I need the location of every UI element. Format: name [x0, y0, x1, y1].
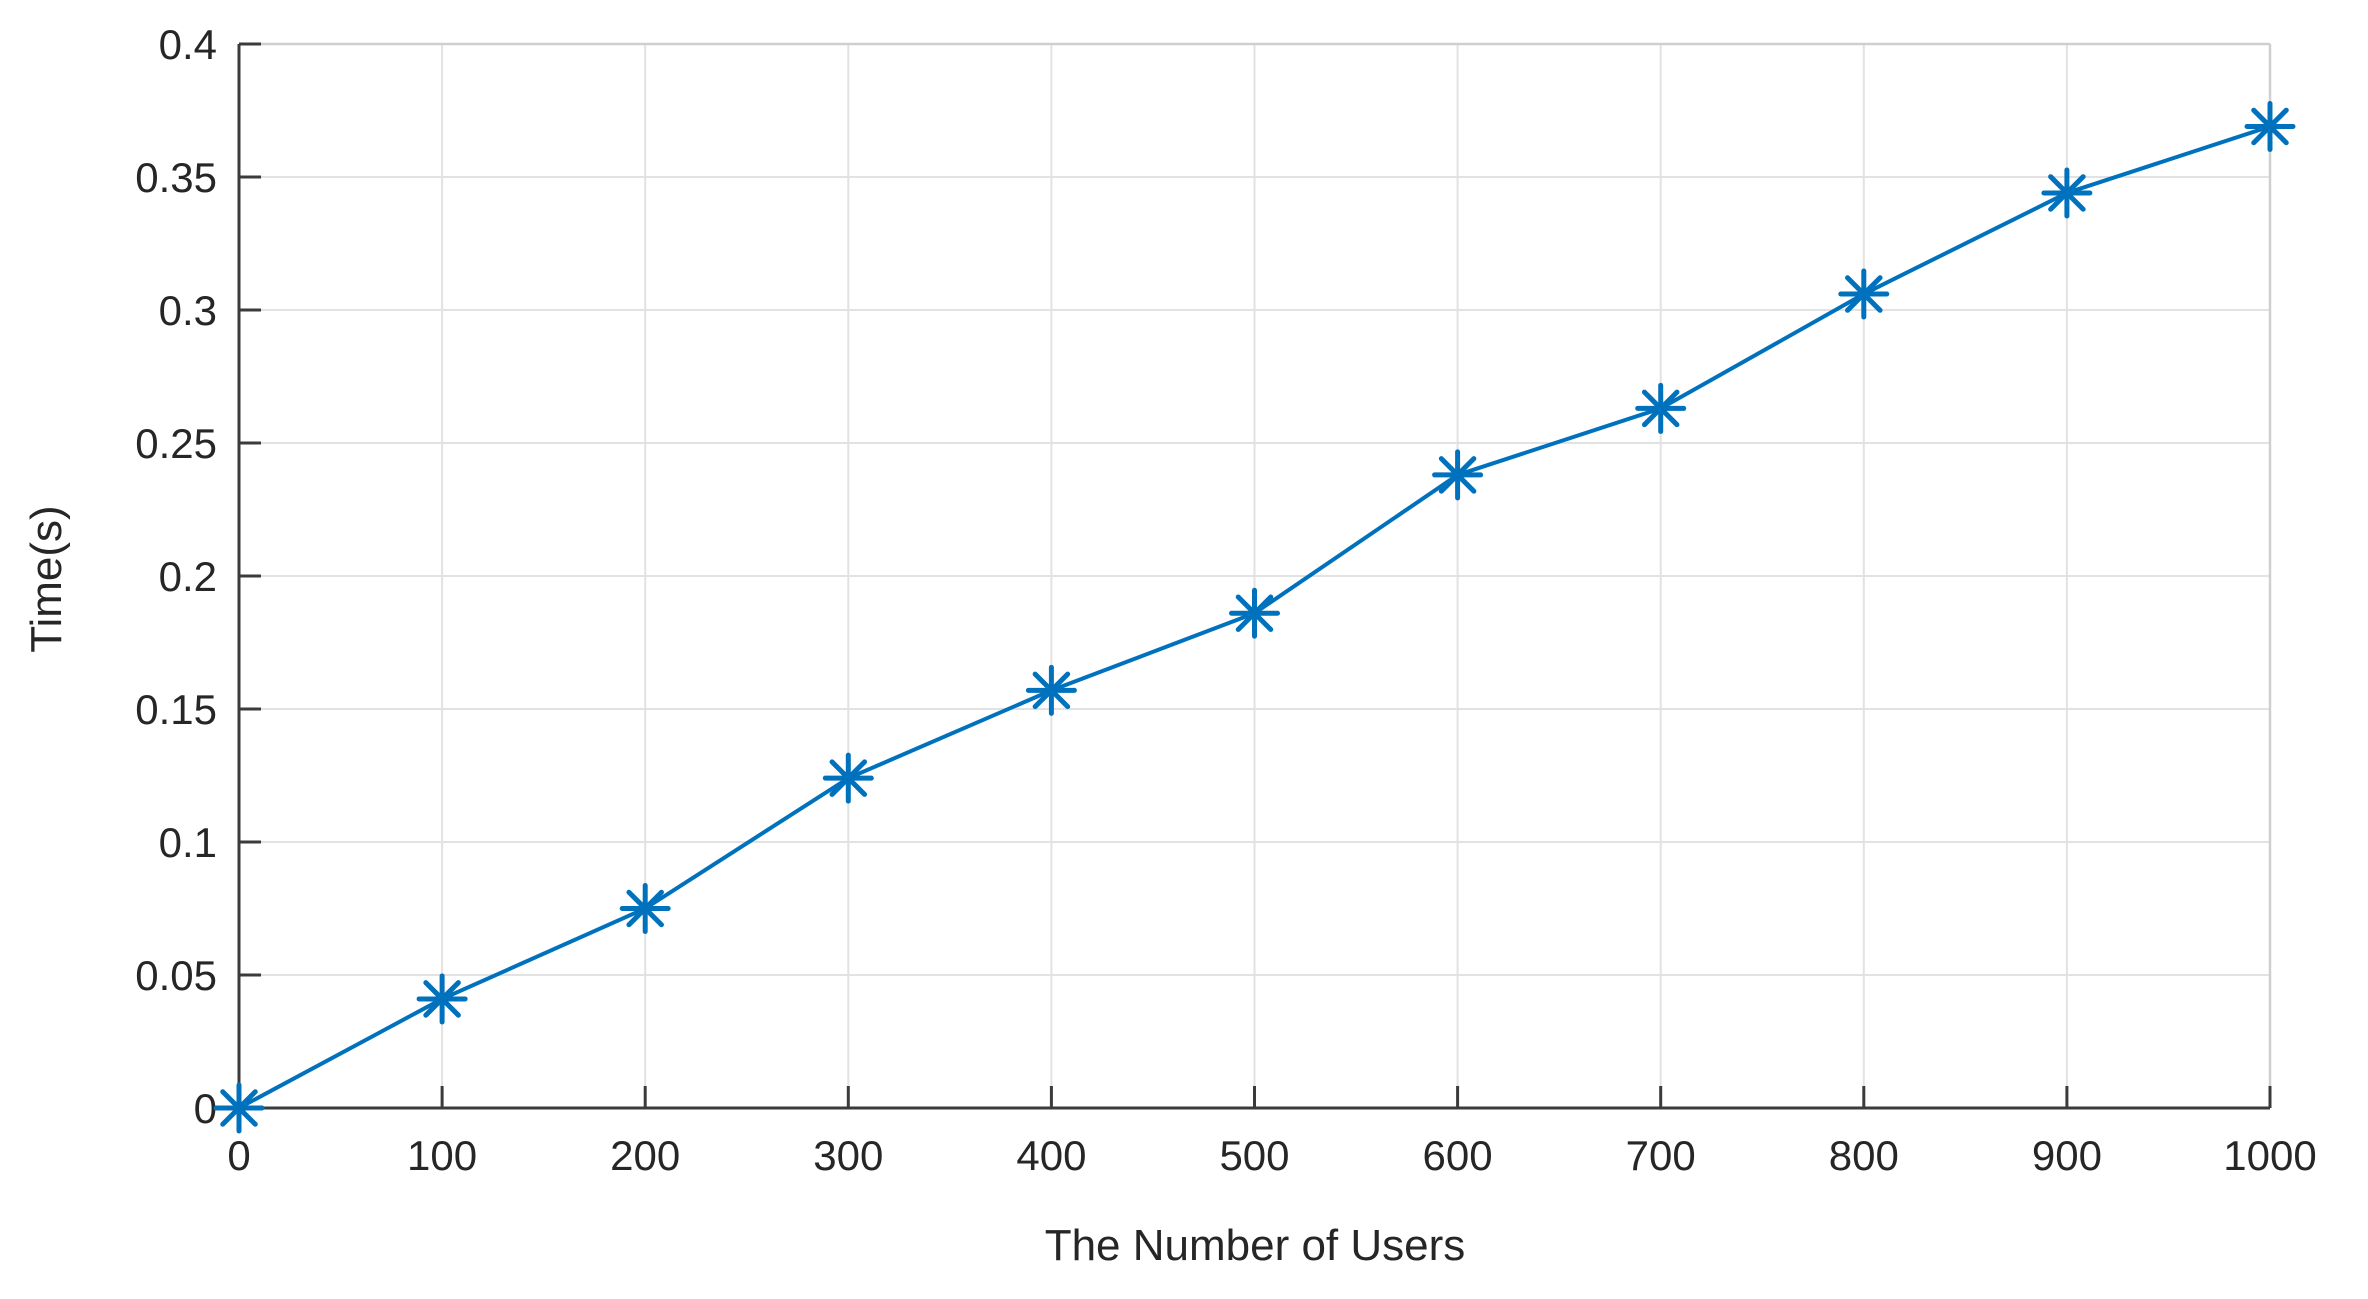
y-tick-label: 0.25 [135, 420, 217, 467]
marker-spoke [423, 980, 461, 1018]
y-tick-label: 0.35 [135, 154, 217, 201]
y-tick-label: 0 [194, 1085, 217, 1132]
data-point-marker [213, 1082, 265, 1134]
data-point-marker [822, 752, 874, 804]
y-tick-label: 0.2 [159, 553, 217, 600]
marker-spoke [2251, 107, 2289, 146]
y-axis-title: Time(s) [22, 505, 71, 653]
marker-spoke [1641, 389, 1680, 428]
data-point-marker [2041, 167, 2093, 219]
data-point-marker [1025, 664, 1077, 716]
data-point-marker [1229, 587, 1280, 639]
x-tick-label: 100 [407, 1132, 477, 1179]
marker-spoke [1845, 275, 1883, 313]
marker-spoke [829, 759, 868, 797]
data-point-marker [1432, 449, 1484, 501]
data-point-marker [1838, 268, 1890, 320]
marker-spoke [2048, 174, 2086, 212]
x-tick-label: 1000 [2223, 1132, 2316, 1179]
marker-spoke [626, 889, 664, 928]
data-point-marker [2244, 100, 2296, 152]
y-tick-label: 0.15 [135, 686, 217, 733]
x-tick-label: 900 [2032, 1132, 2102, 1179]
x-tick-label: 300 [813, 1132, 883, 1179]
y-tick-label: 0.4 [159, 21, 217, 68]
marker-spoke [220, 1089, 258, 1127]
y-tick-label: 0.05 [135, 952, 217, 999]
y-tick-label: 0.3 [159, 287, 217, 334]
data-point-marker [619, 883, 671, 934]
x-tick-label: 200 [610, 1132, 680, 1179]
x-tick-label: 600 [1423, 1132, 1493, 1179]
x-axis-title: The Number of Users [1044, 1221, 1466, 1270]
x-tick-label: 0 [227, 1132, 250, 1179]
marker-spoke [1235, 594, 1274, 633]
x-tick-label: 400 [1016, 1132, 1086, 1179]
marker-spoke [1032, 671, 1071, 710]
x-tick-label: 500 [1219, 1132, 1289, 1179]
x-tick-label: 700 [1626, 1132, 1696, 1179]
data-point-marker [1635, 382, 1687, 434]
y-tick-label: 0.1 [159, 819, 217, 866]
data-point-marker [416, 973, 468, 1025]
marker-spoke [1438, 456, 1477, 494]
x-tick-label: 800 [1829, 1132, 1899, 1179]
